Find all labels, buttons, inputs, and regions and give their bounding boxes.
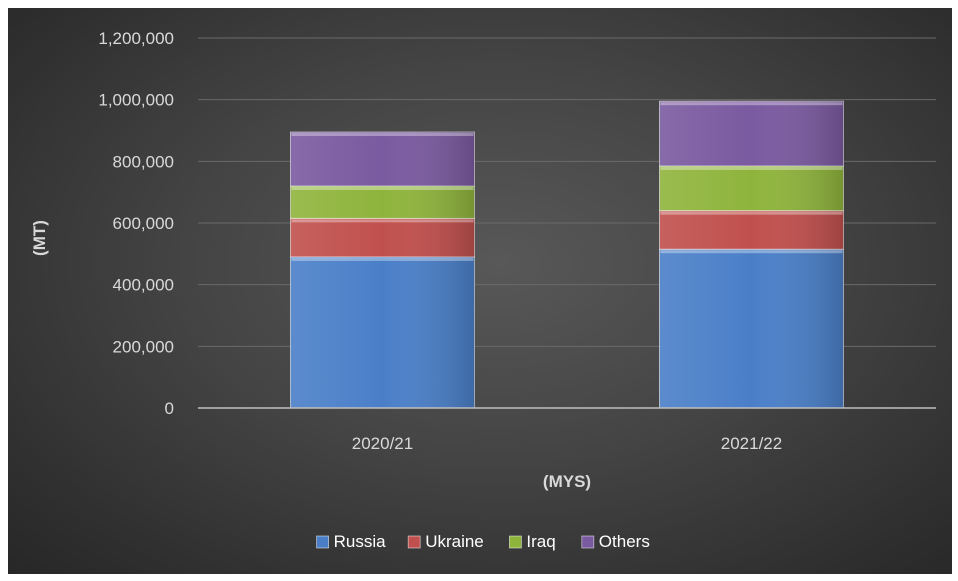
y-tick-label: 400,000 bbox=[113, 276, 174, 295]
bar-segment-shade bbox=[290, 256, 475, 408]
x-tick-label: 2020/21 bbox=[352, 434, 413, 453]
x-tick-label: 2021/22 bbox=[721, 434, 782, 453]
bar-segment-others bbox=[290, 131, 475, 187]
y-tick-label: 200,000 bbox=[113, 337, 174, 356]
bar-segment-shade bbox=[659, 249, 844, 408]
bars bbox=[290, 100, 844, 409]
bar-segment-highlight bbox=[291, 257, 474, 261]
legend-label: Russia bbox=[334, 532, 387, 551]
bar-segment-highlight bbox=[660, 250, 843, 254]
legend-swatch bbox=[407, 535, 421, 549]
legend-label: Others bbox=[599, 532, 650, 551]
bar-segment-shade bbox=[659, 165, 844, 211]
bar-segment-iraq bbox=[290, 185, 475, 219]
legend-item-ukraine: Ukraine bbox=[407, 532, 484, 551]
legend-swatch bbox=[316, 535, 330, 549]
y-tick-label: 1,000,000 bbox=[98, 91, 174, 110]
y-tick-label: 0 bbox=[165, 399, 174, 418]
bar-segment-highlight bbox=[291, 133, 474, 137]
y-axis-ticks: 0 200,000 400,000 600,000 800,000 1,000,000 1,… bbox=[98, 29, 174, 418]
bar-segment-highlight bbox=[660, 166, 843, 170]
bar-segment-shade bbox=[290, 132, 475, 186]
bar-segment-ukraine bbox=[659, 210, 844, 250]
bar-segment-shade bbox=[290, 218, 475, 257]
legend-swatch bbox=[508, 535, 522, 549]
x-axis-ticks: 2020/21 2021/22 bbox=[352, 434, 782, 453]
bar-segment-ukraine bbox=[290, 217, 475, 258]
legend-item-russia: Russia bbox=[316, 532, 387, 551]
bar-segment-shade bbox=[290, 186, 475, 219]
bar-segment-russia bbox=[659, 248, 844, 409]
bar-segment-highlight bbox=[660, 102, 843, 106]
legend: Russia Ukraine Iraq Others bbox=[316, 532, 650, 551]
y-tick-label: 800,000 bbox=[113, 152, 174, 171]
bar-segment-highlight bbox=[660, 211, 843, 215]
legend-label: Ukraine bbox=[425, 532, 484, 551]
bar-segment-russia bbox=[290, 256, 475, 409]
y-axis-title: (MT) bbox=[30, 220, 49, 256]
legend-label: Iraq bbox=[526, 532, 555, 551]
chart-area: 0 200,000 400,000 600,000 800,000 1,000,000 1,… bbox=[8, 8, 952, 574]
bar-segment-shade bbox=[659, 210, 844, 250]
bar-segment-others bbox=[659, 100, 844, 167]
legend-item-iraq: Iraq bbox=[508, 532, 556, 551]
bar-segment-shade bbox=[659, 101, 844, 166]
x-axis-title: (MYS) bbox=[543, 472, 591, 491]
bar-segment-highlight bbox=[291, 219, 474, 223]
bar-segment-highlight bbox=[291, 187, 474, 190]
stacked-bar-chart: 0 200,000 400,000 600,000 800,000 1,000,000 1,… bbox=[30, 29, 936, 551]
y-tick-label: 600,000 bbox=[113, 214, 174, 233]
legend-swatch bbox=[581, 535, 595, 549]
bar-segment-iraq bbox=[659, 165, 844, 212]
legend-item-others: Others bbox=[581, 532, 650, 551]
y-tick-label: 1,200,000 bbox=[98, 29, 174, 48]
